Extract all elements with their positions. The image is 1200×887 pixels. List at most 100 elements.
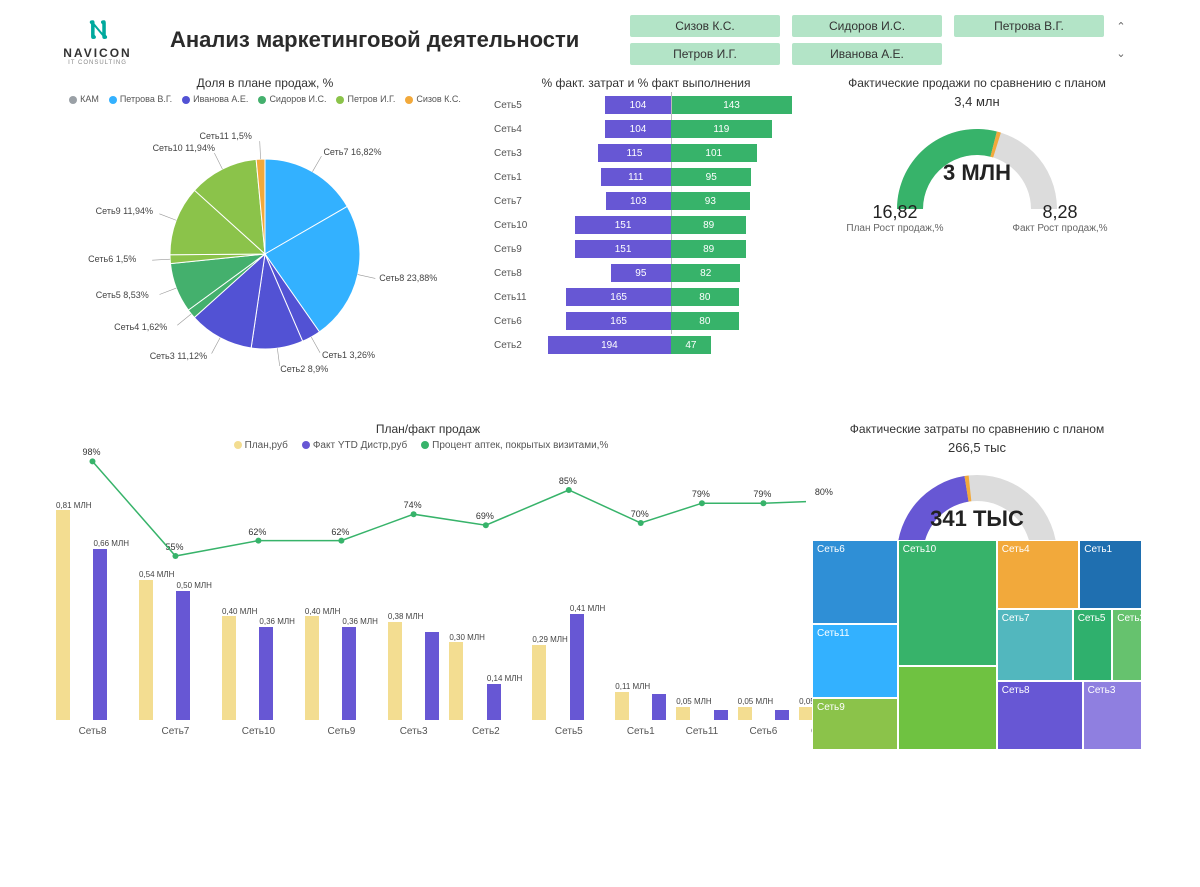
filter-0[interactable]: Сизов К.С. — [630, 15, 780, 37]
brand-logo: Ⲛ NAVICON IT CONSULTING — [50, 14, 145, 66]
bar-pct-label: 74% — [404, 500, 422, 510]
treemap-cell[interactable]: Сеть3 — [1083, 681, 1142, 750]
tornado-row: Сеть5104143 — [494, 94, 798, 116]
treemap-cell[interactable]: Сеть11 — [812, 624, 898, 698]
gauge-sales-card: Фактические продажи по сравнению с плано… — [812, 76, 1142, 186]
bar-pct-label: 79% — [692, 489, 710, 499]
tornado-bar-right: 95 — [671, 168, 751, 186]
bar-legend-item[interactable]: План,руб — [234, 440, 288, 451]
pie-legend-item[interactable]: Иванова А.Е. — [182, 94, 248, 104]
bar-pct-label: 85% — [559, 476, 577, 486]
pie-legend-item[interactable]: Петрова В.Г. — [109, 94, 172, 104]
tornado-row: Сеть1116580 — [494, 286, 798, 308]
bar-pct-label: 70% — [631, 509, 649, 519]
bar-x-label: Сеть7 — [162, 726, 190, 737]
bar-pct-label: 55% — [165, 542, 183, 552]
treemap-cell[interactable] — [898, 666, 997, 750]
bar-x-label: Сеть8 — [79, 726, 107, 737]
tornado-title: % факт. затрат и % факт выполнения — [494, 76, 798, 90]
tornado-row: Сеть1015189 — [494, 214, 798, 236]
treemap-cell[interactable]: Сеть4 — [997, 540, 1080, 609]
tornado-chart: Сеть5104143Сеть4104119Сеть3115101Сеть111… — [494, 94, 798, 356]
bar-x-label: Сеть9 — [327, 726, 355, 737]
kpi-value: 8,28 — [1012, 202, 1107, 223]
treemap-cell[interactable]: Сеть10 — [898, 540, 997, 666]
tornado-cat: Сеть1 — [494, 172, 544, 183]
treemap-cell[interactable]: Сеть2 — [1112, 609, 1142, 680]
kpi-row: 16,82План Рост продаж,% 8,28Факт Рост про… — [812, 202, 1142, 234]
pie-legend-item[interactable]: Сидоров И.С. — [258, 94, 326, 104]
filter-1[interactable]: Сидоров И.С. — [792, 15, 942, 37]
filter-scroll: ⌃ ⌄ — [1112, 20, 1130, 60]
gauge-sales-center: 3 МЛН — [812, 160, 1142, 186]
treemap-cell[interactable]: Сеть9 — [812, 698, 898, 751]
gauge-sales-top: 3,4 млн — [812, 94, 1142, 109]
bar-chart: 0,81 МЛН0,66 МЛНСеть80,54 МЛН0,50 МЛНСет… — [50, 457, 806, 737]
right-col-2: Фактические затраты по сравнению с плано… — [812, 422, 1142, 873]
tornado-cat: Сеть3 — [494, 148, 544, 159]
gauge-cost-top: 266,5 тыс — [812, 440, 1142, 455]
bar-x-label: Сеть6 — [750, 726, 778, 737]
bar-group: 0,54 МЛН0,50 МЛНСеть7 — [139, 500, 212, 737]
tornado-bar-left: 104 — [605, 96, 671, 114]
tornado-bar-left: 151 — [575, 216, 671, 234]
bar-pct-label: 79% — [753, 489, 771, 499]
filter-3[interactable]: Петров И.Г. — [630, 43, 780, 65]
tornado-bar-left: 194 — [548, 336, 671, 354]
scroll-up-icon[interactable]: ⌃ — [1116, 20, 1125, 33]
tornado-row: Сеть9 15189 — [494, 238, 798, 260]
pie-legend: КАМ Петрова В.Г. Иванова А.Е. Сидоров И.С. П… — [50, 94, 480, 104]
bar-legend-item[interactable]: Факт YTD Дистр,руб — [302, 440, 407, 451]
tornado-bar-left: 95 — [611, 264, 671, 282]
pie-chart: Сеть7 16,82%Сеть8 23,88%Сеть1 3,26%Сеть2… — [50, 104, 480, 384]
gauge-cost-center: 341 ТЫС — [812, 506, 1142, 532]
kpi-label: План Рост продаж,% — [846, 223, 943, 234]
tornado-row: Сеть1 11195 — [494, 166, 798, 188]
scroll-down-icon[interactable]: ⌄ — [1116, 47, 1125, 60]
gauge-cost-title: Фактические затраты по сравнению с плано… — [812, 422, 1142, 436]
tornado-bar-right: 89 — [671, 216, 746, 234]
bar-x-label: Сеть11 — [686, 726, 719, 737]
pie-legend-item[interactable]: Петров И.Г. — [336, 94, 395, 104]
bar-group: 0,11 МЛНСеть1 — [615, 500, 666, 737]
header: Ⲛ NAVICON IT CONSULTING Анализ маркетинг… — [40, 0, 1140, 72]
kpi: 8,28Факт Рост продаж,% — [1012, 202, 1107, 234]
bar-group: 0,30 МЛН0,14 МЛНСеть2 — [449, 500, 522, 737]
bar-legend-item[interactable]: Процент аптек, покрытых визитами,% — [421, 440, 608, 451]
pie-legend-item[interactable]: Сизов К.С. — [405, 94, 461, 104]
tornado-bar-right: 89 — [671, 240, 746, 258]
bar-x-label: Сеть2 — [472, 726, 500, 737]
page-title: Анализ маркетинговой деятельности — [170, 27, 579, 53]
bar-group: 0,29 МЛН0,41 МЛНСеть5 — [532, 500, 605, 737]
filter-2[interactable]: Петрова В.Г. — [954, 15, 1104, 37]
tornado-cat: Сеть9 — [494, 244, 544, 255]
treemap-cell[interactable]: Сеть8 — [997, 681, 1083, 750]
gauge-sales-title: Фактические продажи по сравнению с плано… — [812, 76, 1142, 90]
tornado-row: Сеть710393 — [494, 190, 798, 212]
kpi: 16,82План Рост продаж,% — [846, 202, 943, 234]
tornado-cat: Сеть4 — [494, 124, 544, 135]
bar-x-label: Сеть1 — [627, 726, 655, 737]
filter-4[interactable]: Иванова А.Е. — [792, 43, 942, 65]
logo-mark: Ⲛ — [50, 14, 145, 46]
kpi-label: Факт Рост продаж,% — [1012, 223, 1107, 234]
tornado-bar-left: 151 — [575, 240, 671, 258]
tornado-cat: Сеть7 — [494, 196, 544, 207]
tornado-cat: Сеть5 — [494, 100, 544, 111]
tornado-bar-right: 119 — [671, 120, 772, 138]
tornado-bar-left: 115 — [598, 144, 671, 162]
treemap: Сеть6Сеть11Сеть9Сеть10Сеть4Сеть1Сеть7Сет… — [812, 540, 1142, 750]
treemap-cell[interactable]: Сеть1 — [1079, 540, 1142, 609]
tornado-cat: Сеть8 — [494, 268, 544, 279]
kpi-value: 16,82 — [846, 202, 943, 223]
pie-legend-item[interactable]: КАМ — [69, 94, 99, 104]
tornado-row: Сеть4 104119 — [494, 118, 798, 140]
bar-group: 0,81 МЛН0,66 МЛНСеть8 — [56, 500, 129, 737]
tornado-bar-left: 111 — [601, 168, 671, 186]
tornado-bar-left: 104 — [605, 120, 671, 138]
treemap-cell[interactable]: Сеть6 — [812, 540, 898, 624]
treemap-cell[interactable]: Сеть5 — [1073, 609, 1113, 680]
tornado-row: Сеть3115101 — [494, 142, 798, 164]
bar-x-label: Сеть5 — [555, 726, 583, 737]
treemap-cell[interactable]: Сеть7 — [997, 609, 1073, 680]
